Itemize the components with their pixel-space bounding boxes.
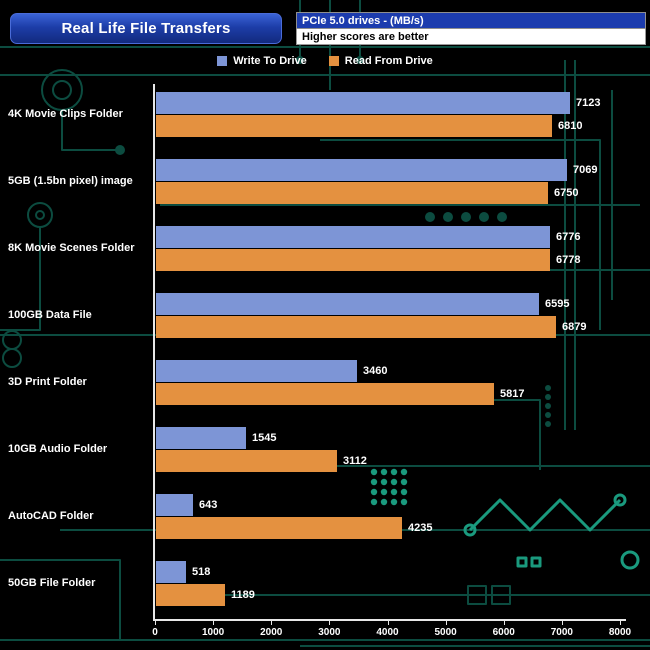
category-label: 100GB Data File	[8, 309, 92, 322]
read-legend-swatch-icon	[328, 56, 339, 66]
x-axis-tick	[329, 621, 331, 625]
bar-write	[156, 159, 567, 181]
chart-title: Real Life File Transfers	[10, 13, 282, 44]
value-label: 1545	[252, 432, 277, 444]
x-tick-label: 0	[152, 627, 158, 638]
bar-read	[156, 517, 402, 539]
legend-item-write: Write To Drive	[217, 55, 307, 67]
x-axis-tick	[387, 621, 389, 625]
category-label: 3D Print Folder	[8, 376, 87, 389]
value-label: 518	[192, 566, 211, 578]
x-axis-tick	[620, 621, 621, 625]
x-axis-tick	[155, 621, 156, 625]
legend-label: Write To Drive	[233, 55, 307, 67]
legend: Write To Drive Read From Drive	[0, 52, 650, 70]
x-tick-label: 2000	[260, 627, 283, 638]
x-axis-tick	[503, 621, 505, 625]
bar-write	[156, 360, 357, 382]
bar-read	[156, 316, 556, 338]
value-label: 6776	[556, 231, 581, 243]
bar-read	[156, 249, 550, 271]
y-axis-line	[153, 84, 155, 621]
x-axis-tick	[213, 621, 215, 625]
value-label: 3112	[343, 455, 367, 467]
value-label: 643	[199, 499, 218, 511]
x-tick-label: 1000	[202, 627, 225, 638]
drive-info-label: PCIe 5.0 drives - (MB/s)	[296, 12, 646, 29]
value-label: 5817	[500, 388, 525, 400]
bar-write	[156, 92, 570, 114]
category-label: 5GB (1.5bn pixel) image	[8, 175, 133, 188]
legend-label: Read From Drive	[344, 55, 433, 67]
x-tick-label: 7000	[550, 627, 573, 638]
bar-write	[156, 494, 193, 516]
value-label: 3460	[363, 365, 388, 377]
header-info-boxes: PCIe 5.0 drives - (MB/s) Higher scores a…	[296, 12, 646, 45]
category-label: 50GB File Folder	[8, 577, 96, 590]
x-tick-label: 4000	[376, 627, 399, 638]
legend-item-read: Read From Drive	[328, 55, 433, 67]
value-label: 4235	[408, 522, 433, 534]
value-label: 6595	[545, 298, 570, 310]
category-label: AutoCAD Folder	[8, 510, 94, 523]
x-tick-label: 6000	[492, 627, 515, 638]
bar-read	[156, 115, 552, 137]
category-label: 4K Movie Clips Folder	[8, 108, 123, 121]
value-label: 7069	[573, 164, 598, 176]
write-legend-swatch-icon	[217, 56, 228, 66]
x-tick-label: 8000	[608, 627, 632, 638]
value-label: 7123	[576, 97, 601, 109]
category-label: 8K Movie Scenes Folder	[8, 242, 135, 255]
value-label: 6879	[562, 321, 587, 333]
value-label: 6810	[558, 120, 583, 132]
x-tick-label: 5000	[434, 627, 457, 638]
category-label: 10GB Audio Folder	[8, 443, 108, 456]
x-axis-tick	[445, 621, 447, 625]
bar-read	[156, 383, 494, 405]
bar-write	[156, 427, 246, 449]
bar-read	[156, 182, 548, 204]
x-axis-tick	[561, 621, 563, 625]
x-tick-label: 3000	[318, 627, 341, 638]
bar-read	[156, 450, 337, 472]
value-label: 6778	[556, 254, 581, 266]
bar-write	[156, 293, 539, 315]
value-label: 1189	[231, 589, 255, 601]
higher-scores-note: Higher scores are better	[296, 29, 646, 45]
bar-read	[156, 584, 225, 606]
x-axis-tick	[271, 621, 273, 625]
bar-write	[156, 561, 186, 583]
bar-write	[156, 226, 550, 248]
value-label: 6750	[554, 187, 579, 199]
x-axis-line	[153, 619, 626, 621]
